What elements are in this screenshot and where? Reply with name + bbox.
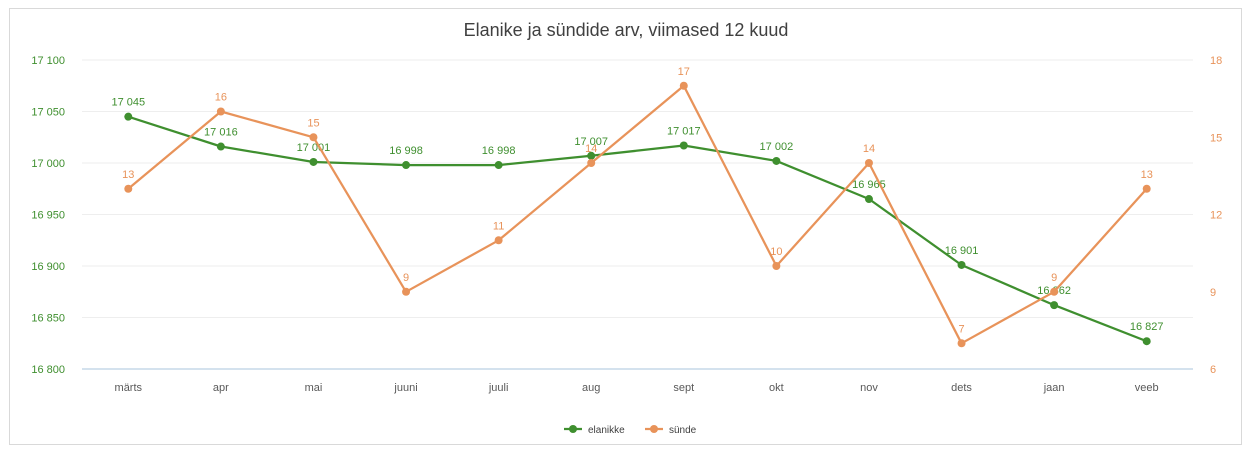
data-point-sünde bbox=[309, 133, 318, 142]
data-label-elanikke: 17 001 bbox=[297, 142, 331, 154]
data-point-elanikke bbox=[587, 151, 596, 160]
data-point-elanikke bbox=[216, 142, 225, 151]
data-point-sünde bbox=[402, 287, 411, 296]
data-label-sünde: 10 bbox=[770, 246, 782, 258]
data-label-sünde: 17 bbox=[678, 66, 690, 78]
y-left-tick-label: 17 100 bbox=[31, 55, 65, 67]
y-right-tick-label: 15 bbox=[1210, 132, 1222, 144]
data-label-elanikke: 17 007 bbox=[574, 136, 608, 148]
data-label-sünde: 11 bbox=[493, 220, 504, 232]
series-line-sünde bbox=[127, 84, 1148, 345]
data-point-sünde bbox=[1050, 287, 1059, 296]
data-label-elanikke: 17 017 bbox=[667, 125, 701, 137]
y-left-tick-label: 16 950 bbox=[31, 210, 65, 222]
data-point-elanikke bbox=[402, 161, 411, 170]
x-tick-label: jaan bbox=[1043, 382, 1065, 394]
data-point-sünde bbox=[494, 236, 503, 245]
data-label-elanikke: 17 016 bbox=[204, 127, 238, 139]
data-label-sünde: 7 bbox=[958, 323, 964, 335]
y-left-tick-label: 17 000 bbox=[31, 158, 65, 170]
gridlines bbox=[82, 59, 1193, 318]
y-right-tick-label: 18 bbox=[1210, 55, 1222, 67]
x-tick-label: sept bbox=[673, 382, 694, 394]
x-axis: märts apr mai juuni juuli aug sept okt nov dets ja… bbox=[82, 368, 1193, 394]
legend-label: elanikke bbox=[588, 425, 625, 436]
y-left-tick-label: 16 800 bbox=[31, 364, 65, 376]
x-tick-label: apr bbox=[213, 382, 229, 394]
data-point-sünde bbox=[216, 107, 225, 116]
data-label-sünde: 14 bbox=[585, 143, 597, 155]
data-point-elanikke bbox=[494, 161, 503, 170]
data-label-elanikke: 17 002 bbox=[760, 141, 794, 153]
data-point-elanikke bbox=[957, 260, 966, 269]
y-axis-right: 6 9 12 15 18 bbox=[1210, 55, 1222, 376]
data-label-sünde: 14 bbox=[863, 143, 875, 155]
data-point-elanikke bbox=[864, 195, 873, 204]
data-label-elanikke: 17 045 bbox=[111, 97, 145, 109]
data-point-sünde bbox=[957, 339, 966, 348]
data-point-elanikke bbox=[772, 156, 781, 165]
legend-swatch-marker bbox=[569, 425, 577, 433]
data-point-elanikke bbox=[309, 157, 318, 166]
chart-frame bbox=[9, 8, 1242, 445]
chart-title: Elanike ja sündide arv, viimased 12 kuud bbox=[464, 20, 789, 40]
y-left-tick-label: 16 850 bbox=[31, 313, 65, 325]
data-point-sünde bbox=[772, 262, 781, 270]
data-label-elanikke: 16 965 bbox=[852, 179, 886, 191]
x-tick-label: aug bbox=[582, 382, 600, 394]
x-tick-label: nov bbox=[860, 382, 878, 394]
data-point-sünde bbox=[1142, 184, 1151, 193]
data-point-sünde bbox=[864, 159, 873, 167]
data-point-elanikke bbox=[1142, 337, 1151, 346]
data-point-elanikke bbox=[1050, 301, 1059, 310]
x-tick-label: juuli bbox=[488, 382, 509, 394]
data-label-sünde: 13 bbox=[122, 169, 134, 181]
legend-swatch-marker bbox=[650, 425, 658, 433]
data-label-sünde: 9 bbox=[403, 272, 409, 284]
y-left-tick-label: 16 900 bbox=[31, 261, 65, 273]
y-right-tick-label: 12 bbox=[1210, 210, 1222, 222]
legend: elanikke sünde bbox=[564, 425, 697, 436]
y-axis-left: 16 800 16 850 16 900 16 950 17 000 17 050 17 1… bbox=[31, 55, 65, 376]
y-right-tick-label: 6 bbox=[1210, 364, 1216, 376]
data-point-sünde bbox=[679, 81, 688, 90]
x-tick-label: okt bbox=[769, 382, 784, 394]
data-label-sünde: 16 bbox=[215, 92, 227, 104]
x-tick-label: juuni bbox=[393, 382, 417, 394]
x-tick-label: dets bbox=[951, 382, 972, 394]
x-tick-label: märts bbox=[115, 382, 143, 394]
data-label-sünde: 15 bbox=[307, 117, 319, 129]
series-line-elanikke bbox=[127, 115, 1148, 343]
y-left-tick-label: 17 050 bbox=[31, 107, 65, 119]
data-point-sünde bbox=[587, 159, 596, 167]
series-layer: 17 045 17 016 17 001 16 998 16 998 17 007 17 0… bbox=[111, 66, 1164, 348]
data-label-elanikke: 16 827 bbox=[1130, 321, 1164, 333]
data-label-elanikke: 16 901 bbox=[945, 245, 979, 257]
data-point-elanikke bbox=[679, 141, 688, 150]
data-label-elanikke: 16 998 bbox=[389, 145, 423, 157]
data-point-sünde bbox=[124, 184, 133, 193]
data-point-elanikke bbox=[124, 112, 133, 121]
data-label-elanikke: 16 998 bbox=[482, 145, 516, 157]
data-label-sünde: 9 bbox=[1051, 272, 1057, 284]
x-tick-label: mai bbox=[305, 382, 323, 394]
data-label-sünde: 13 bbox=[1141, 169, 1153, 181]
y-right-tick-label: 9 bbox=[1210, 287, 1216, 299]
legend-label: sünde bbox=[669, 425, 697, 436]
x-tick-label: veeb bbox=[1135, 382, 1159, 394]
